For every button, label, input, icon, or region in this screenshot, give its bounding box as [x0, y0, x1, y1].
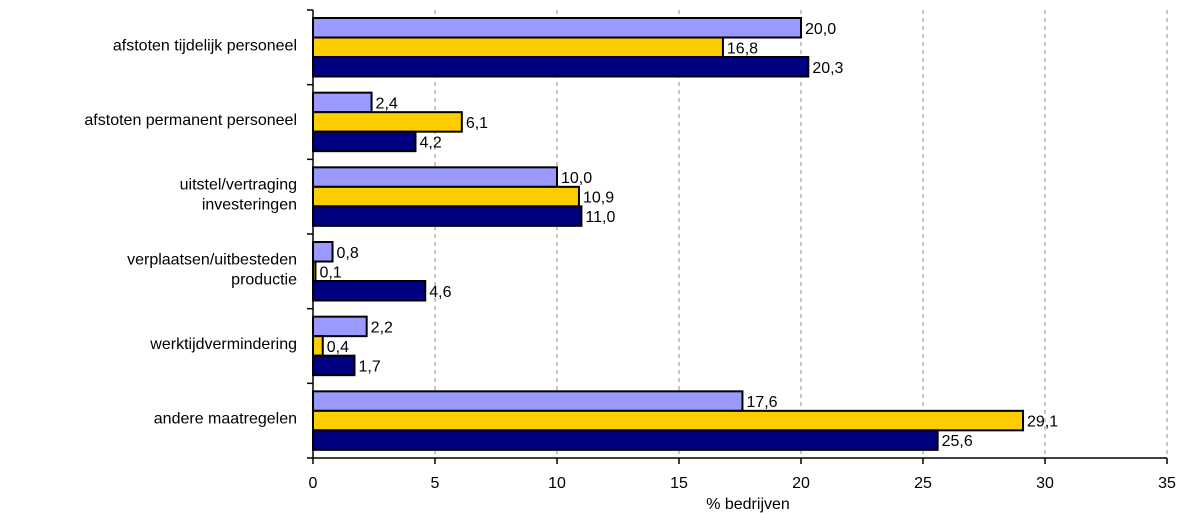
x-tick-label: 0 [309, 475, 318, 492]
data-label: 6,1 [466, 115, 488, 132]
data-label: 25,6 [942, 433, 973, 450]
bar [312, 111, 463, 133]
data-label: 4,6 [429, 284, 451, 301]
bar [312, 205, 583, 227]
data-label: 1,7 [358, 358, 380, 375]
x-tick-label: 25 [914, 475, 932, 492]
data-label: 20,0 [805, 21, 836, 38]
bar [312, 429, 939, 451]
x-tick-label: 5 [431, 475, 440, 492]
category-label: andere maatregelen [154, 411, 297, 428]
axes [307, 9, 1168, 464]
x-tick-label: 15 [670, 475, 688, 492]
data-label: 4,2 [419, 134, 441, 151]
bar [312, 390, 744, 412]
data-label: 11,0 [585, 209, 615, 226]
data-label: 0,8 [337, 245, 359, 262]
category-label: productie [231, 271, 297, 288]
data-label: 17,6 [746, 394, 777, 411]
bar [312, 354, 356, 377]
data-label: 2,2 [371, 319, 393, 336]
x-tick-label: 30 [1036, 475, 1054, 492]
category-label: verplaatsen/uitbesteden [127, 251, 297, 268]
category-label: investeringen [202, 197, 297, 214]
data-label: 0,4 [327, 339, 349, 356]
gridlines [434, 10, 1168, 458]
bar [312, 36, 724, 58]
data-label: 20,3 [812, 60, 843, 77]
data-label: 16,8 [727, 40, 758, 57]
labels: 20,0 16,8 20,3 afstoten tijdelijk personeel… [84, 21, 1176, 492]
x-axis-title: % bedrijven [706, 496, 790, 513]
bars [312, 17, 1025, 451]
data-label: 0,1 [319, 264, 341, 281]
category-label: uitstel/vertraging [180, 177, 297, 194]
bar [312, 91, 373, 114]
bar [312, 130, 417, 153]
category-label: werktijdvermindering [149, 336, 297, 353]
x-tick-label: 20 [792, 475, 810, 492]
bar [312, 56, 810, 78]
bar [312, 17, 802, 39]
data-label: 10,0 [561, 170, 592, 187]
bar [312, 280, 427, 302]
bar [312, 185, 580, 208]
bar [312, 335, 324, 357]
bar [312, 409, 1025, 432]
x-tick-label: 10 [548, 475, 566, 492]
bar [312, 166, 558, 188]
category-label: afstoten permanent personeel [84, 112, 297, 129]
data-label: 2,4 [376, 95, 398, 112]
data-label: 10,9 [583, 190, 614, 207]
bar [312, 315, 368, 338]
x-tick-label: 35 [1158, 475, 1176, 492]
category-label: afstoten tijdelijk personeel [113, 37, 297, 54]
bar [312, 241, 334, 263]
data-label: 29,1 [1027, 414, 1058, 431]
